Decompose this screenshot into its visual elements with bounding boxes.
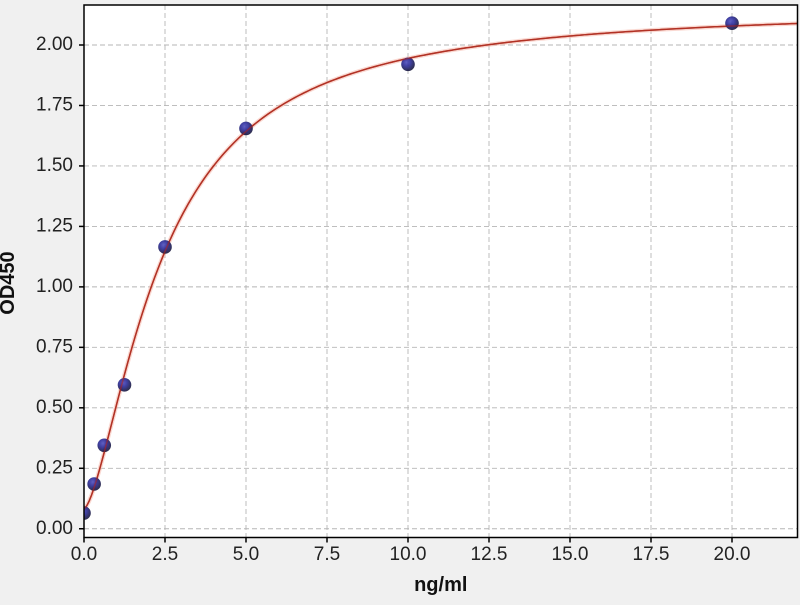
svg-text:0.00: 0.00 xyxy=(36,518,73,539)
svg-text:0.75: 0.75 xyxy=(36,337,73,358)
svg-text:1.75: 1.75 xyxy=(36,95,73,116)
svg-text:2.00: 2.00 xyxy=(36,34,73,55)
svg-text:17.5: 17.5 xyxy=(633,544,670,565)
svg-text:5.0: 5.0 xyxy=(233,544,259,565)
svg-text:1.25: 1.25 xyxy=(36,216,73,237)
svg-text:20.0: 20.0 xyxy=(714,544,751,565)
svg-text:ng/ml: ng/ml xyxy=(414,574,467,596)
svg-text:15.0: 15.0 xyxy=(552,544,589,565)
svg-text:0.25: 0.25 xyxy=(36,458,73,479)
svg-text:0.50: 0.50 xyxy=(36,397,73,418)
svg-text:7.5: 7.5 xyxy=(314,544,340,565)
svg-text:2.5: 2.5 xyxy=(152,544,178,565)
svg-text:0.0: 0.0 xyxy=(71,544,97,565)
svg-text:OD450: OD450 xyxy=(0,251,19,314)
svg-text:12.5: 12.5 xyxy=(471,544,508,565)
svg-text:1.50: 1.50 xyxy=(36,155,73,176)
svg-text:10.0: 10.0 xyxy=(390,544,427,565)
svg-text:1.00: 1.00 xyxy=(36,276,73,297)
